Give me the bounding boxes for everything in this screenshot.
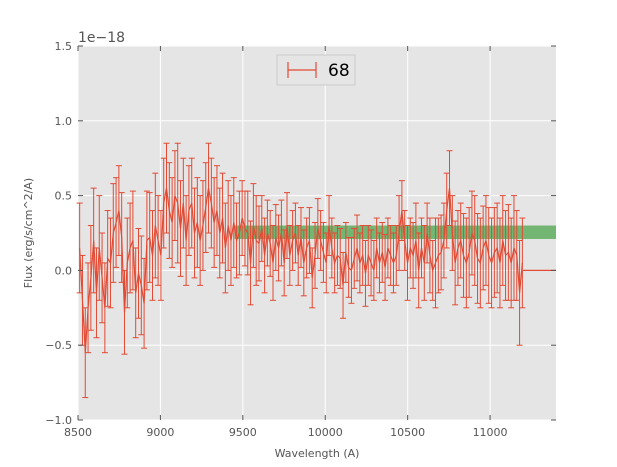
legend-marker — [287, 62, 317, 78]
series-line-group — [79, 187, 556, 353]
x-axis-label: Wavelength (A) — [275, 447, 360, 460]
y-tick-label: 1.5 — [55, 40, 73, 53]
y-tick-label: −1.0 — [45, 414, 72, 427]
y-tick-label: 1.0 — [55, 115, 73, 128]
series-line-68 — [79, 187, 523, 353]
legend: 68 — [276, 54, 356, 86]
x-tick-label: 10000 — [308, 426, 343, 439]
x-tick-label: 9500 — [229, 426, 257, 439]
tick-labels: 8500 9000 9500 10000 10500 11000 −1.0 −0.5 0.0 0.… — [45, 40, 507, 439]
y-tick-label: −0.5 — [45, 339, 72, 352]
x-tick-label: 8500 — [64, 426, 92, 439]
x-tick-label: 11000 — [473, 426, 508, 439]
y-axis-label: Flux (erg/s/cm^2/A) — [22, 178, 35, 288]
highlight-band-group — [234, 225, 556, 239]
x-tick-label: 10500 — [390, 426, 425, 439]
legend-entry-68: 68 — [328, 61, 350, 81]
highlight-band — [234, 225, 556, 239]
y-offset-label: 1e−18 — [78, 30, 125, 46]
y-tick-label: 0.5 — [55, 190, 73, 203]
axes — [77, 45, 556, 421]
y-tick-label: 0.0 — [55, 264, 73, 277]
x-tick-label: 9000 — [146, 426, 174, 439]
